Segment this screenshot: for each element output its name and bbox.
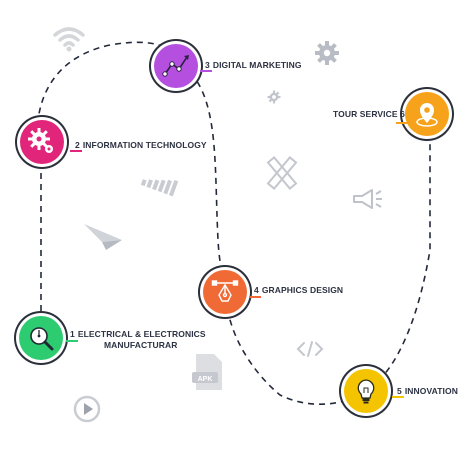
play-button-icon (73, 395, 101, 423)
svg-text:APK: APK (198, 376, 213, 383)
step-6-tick (396, 122, 408, 124)
signal-bars-icon (140, 172, 184, 198)
gear-icon (314, 40, 340, 66)
gears-icon (28, 128, 53, 153)
pencil-ruler-icon (264, 154, 300, 194)
step-1-label-line2: MANUFACTURAR (104, 340, 178, 350)
step-3-node[interactable] (154, 44, 198, 88)
gear-small-icon (267, 90, 281, 104)
apk-file-icon: APK (190, 352, 226, 392)
step-6-label: TOUR SERVICE 6 (333, 109, 405, 119)
wifi-icon (52, 23, 86, 53)
step-5-tick (392, 396, 404, 398)
step-5-label: 5 INNOVATION (397, 386, 458, 396)
step-1-node[interactable] (19, 316, 63, 360)
magnifier-gauge-icon (30, 327, 54, 351)
step-3-tick (200, 70, 212, 72)
pen-tool-icon (211, 280, 239, 302)
lightbulb-icon (357, 379, 375, 404)
step-4-label: 4 GRAPHICS DESIGN (254, 285, 344, 295)
step-5-node[interactable] (344, 369, 388, 413)
step-1-tick (66, 340, 78, 342)
step-4-node[interactable] (203, 270, 247, 314)
code-icon (296, 340, 324, 358)
line-chart-icon (162, 55, 189, 77)
step-2-tick (70, 150, 82, 152)
step-1-label: 1 ELECTRICAL & ELECTRONICS (70, 329, 206, 339)
step-6-node[interactable] (405, 92, 449, 136)
step-2-label: 2 INFORMATION TECHNOLOGY (75, 140, 207, 150)
step-4-tick (249, 296, 261, 298)
megaphone-icon (350, 186, 384, 212)
map-pin-icon (416, 103, 438, 127)
paper-plane-icon (82, 220, 124, 252)
step-2-node[interactable] (20, 120, 64, 164)
step-3-label: 3 DIGITAL MARKETING (205, 60, 302, 70)
